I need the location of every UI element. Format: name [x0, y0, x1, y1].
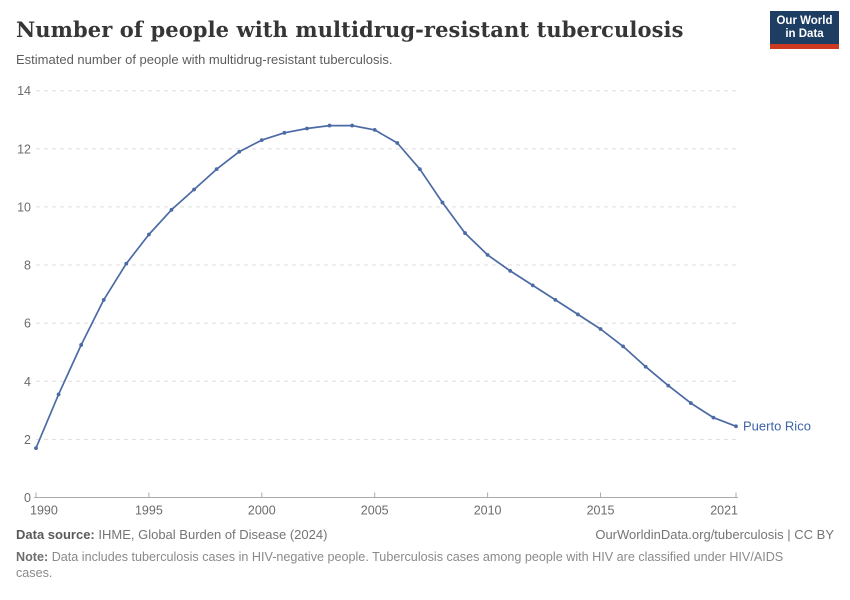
- y-tick-label: 12: [17, 142, 31, 156]
- data-point: [372, 128, 377, 132]
- data-point: [643, 364, 648, 369]
- data-point: [485, 252, 490, 257]
- data-point: [147, 232, 151, 237]
- data-point: [530, 283, 535, 288]
- data-point: [508, 268, 513, 273]
- series-line: [35, 124, 737, 449]
- page-title: Number of people with multidrug-resistan…: [16, 17, 684, 42]
- chart-subtitle: Estimated number of people with multidru…: [16, 52, 393, 67]
- data-point: [440, 200, 445, 205]
- y-tick-label: 0: [24, 491, 31, 505]
- x-tick-label: 2015: [587, 504, 615, 518]
- data-point: [395, 141, 400, 145]
- data-point: [598, 327, 603, 331]
- data-point: [101, 298, 106, 302]
- data-point: [350, 123, 355, 128]
- data-point: [621, 344, 625, 349]
- data-point: [79, 343, 84, 347]
- data-point: [417, 167, 422, 172]
- data-point: [169, 207, 174, 212]
- y-tick-label: 10: [17, 200, 31, 214]
- data-source-label: Data source:: [16, 527, 95, 542]
- owid-logo-line1: Our World: [776, 14, 833, 27]
- x-tick-label: 2021: [710, 504, 738, 518]
- chart-note: Note: Data includes tuberculosis cases i…: [16, 550, 812, 581]
- data-point: [734, 424, 738, 429]
- data-point: [576, 312, 580, 317]
- owid-logo-line2: in Data: [785, 27, 824, 40]
- y-tick-label: 4: [24, 375, 31, 389]
- x-tick-label: 2010: [474, 504, 502, 518]
- data-source: Data source: IHME, Global Burden of Dise…: [16, 527, 327, 543]
- note-label: Note:: [16, 550, 49, 564]
- data-point: [711, 415, 716, 420]
- owid-logo[interactable]: Our World in Data: [770, 11, 839, 49]
- x-tick-label: 1995: [135, 504, 163, 518]
- data-point: [237, 149, 242, 154]
- data-point: [259, 138, 264, 142]
- x-tick-label: 1990: [30, 504, 58, 518]
- data-point: [463, 231, 467, 235]
- data-point: [327, 123, 332, 128]
- data-source-value: IHME, Global Burden of Disease (2024): [98, 527, 328, 542]
- y-tick-label: 6: [24, 317, 31, 331]
- data-point: [688, 401, 693, 405]
- data-point: [192, 187, 196, 192]
- line-chart: 0 2 4 6 8 10 12 14 1990 1995 2000 2005 2010 2015 2021 P…: [17, 84, 811, 518]
- data-point: [34, 446, 38, 451]
- data-point: [124, 261, 129, 266]
- data-point: [553, 298, 558, 302]
- note-value: Data includes tuberculosis cases in HIV-…: [16, 550, 784, 580]
- data-point: [56, 392, 61, 397]
- y-tick-label: 14: [17, 84, 31, 98]
- citation-link[interactable]: OurWorldinData.org/tuberculosis | CC BY: [595, 527, 834, 542]
- x-tick-label: 2000: [248, 504, 276, 518]
- data-point: [666, 383, 671, 388]
- chart-header: Number of people with multidrug-resistan…: [16, 17, 754, 67]
- x-tick-label: 2005: [361, 504, 389, 518]
- chart-footer: Data source: IHME, Global Burden of Dise…: [16, 527, 834, 581]
- y-tick-label: 8: [24, 259, 31, 273]
- series-end-label[interactable]: Puerto Rico: [743, 419, 811, 434]
- data-point: [214, 167, 219, 172]
- data-point: [305, 126, 309, 131]
- data-point: [282, 130, 287, 135]
- y-tick-label: 2: [24, 433, 31, 447]
